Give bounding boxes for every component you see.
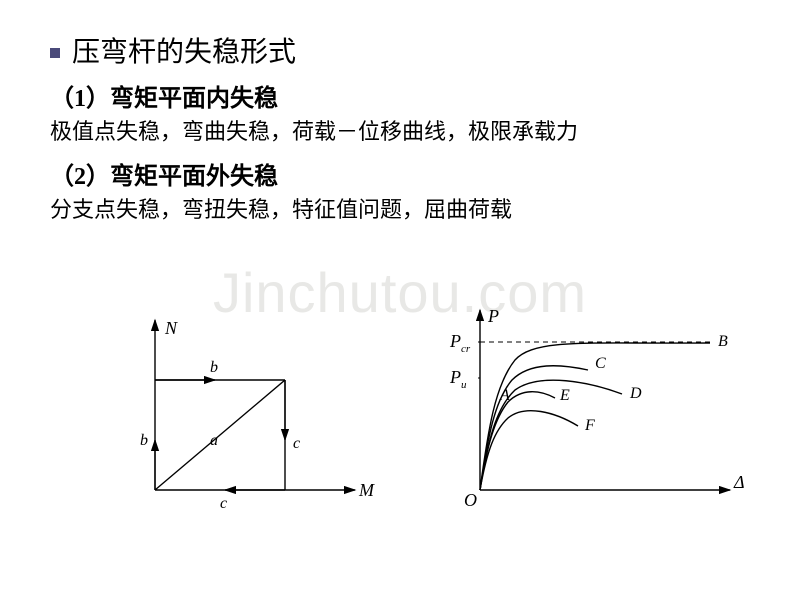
svg-text:M: M [358, 480, 375, 500]
svg-text:B: B [718, 333, 728, 350]
svg-text:D: D [629, 385, 642, 402]
bullet-icon [50, 48, 60, 58]
figures-container: N Mb b c c a P Δ O Pcr Pu B C D EF A [0, 290, 800, 570]
heading-text: 压弯杆的失稳形式 [72, 37, 296, 68]
svg-text:P: P [487, 306, 499, 326]
svg-text:C: C [595, 355, 606, 372]
svg-text:b: b [140, 432, 148, 449]
svg-text:O: O [464, 490, 477, 510]
section2-title: （2）弯矩平面外失稳 [50, 156, 760, 191]
section1-desc: 极值点失稳，弯曲失稳，荷载－位移曲线，极限承载力 [50, 117, 760, 148]
svg-text:N: N [164, 318, 178, 338]
svg-text:b: b [210, 359, 218, 376]
chart-p-delta: P Δ O Pcr Pu B C D EF A [440, 290, 760, 520]
svg-text:c: c [220, 495, 227, 512]
page-title: 压弯杆的失稳形式 [50, 30, 760, 70]
svg-text:A: A [499, 387, 510, 404]
svg-text:E: E [559, 387, 570, 404]
section2-desc: 分支点失稳，弯扭失稳，特征值问题，屈曲荷载 [50, 195, 760, 226]
svg-text:a: a [210, 432, 218, 449]
svg-text:Pcr: Pcr [449, 331, 471, 355]
svg-text:c: c [293, 435, 300, 452]
diagram-nm: N Mb b c c a [115, 290, 375, 520]
section1-title: （1）弯矩平面内失稳 [50, 78, 760, 113]
svg-text:Pu: Pu [449, 367, 467, 391]
svg-text:Δ: Δ [733, 472, 745, 492]
svg-text:F: F [584, 417, 595, 434]
